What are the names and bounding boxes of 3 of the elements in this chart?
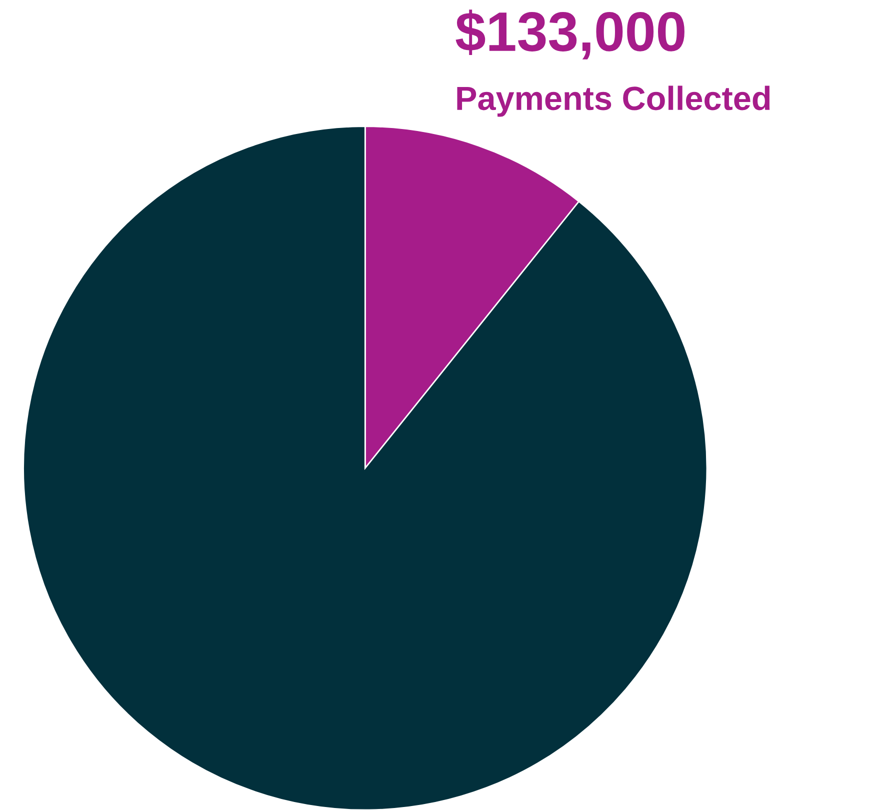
data-label: $133,000	[456, 10, 684, 60]
pie-slice	[22, 126, 708, 810]
slice-label: Payments Collected	[457, 86, 770, 117]
